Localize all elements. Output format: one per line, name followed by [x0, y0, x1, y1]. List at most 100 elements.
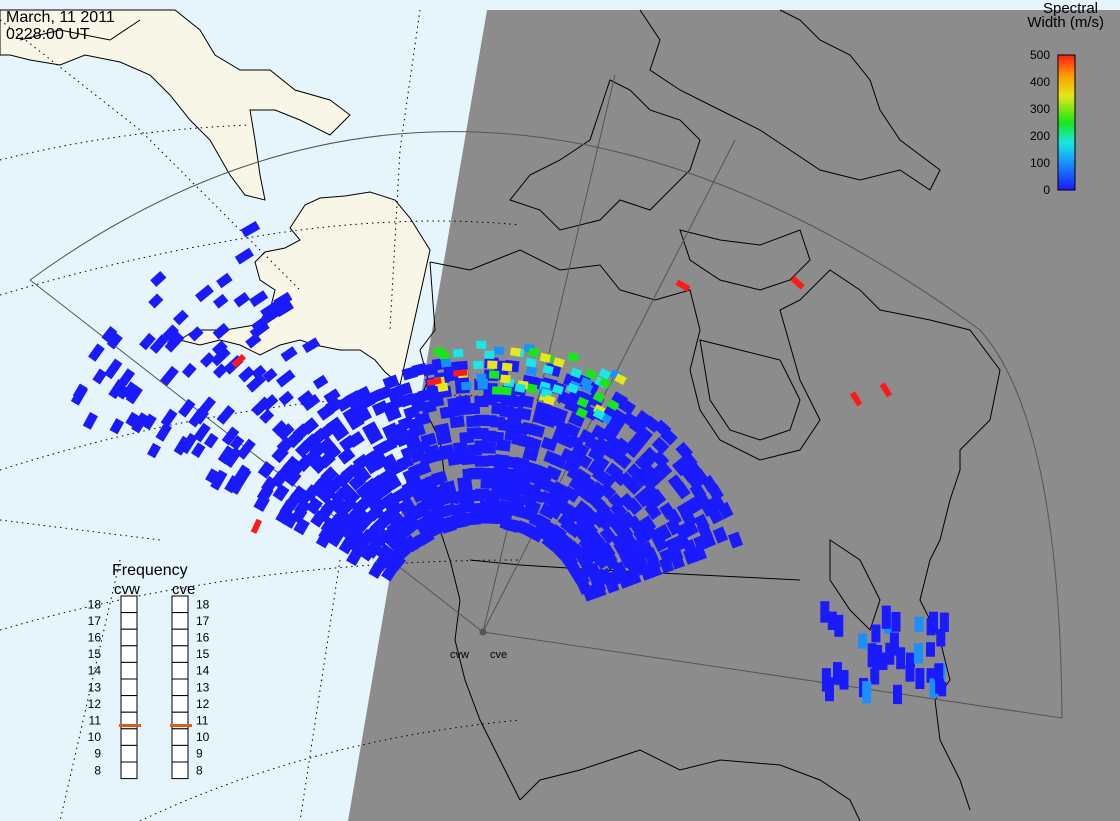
echo-cell	[568, 475, 587, 493]
echo-cell	[642, 446, 660, 465]
echo-cell	[879, 382, 893, 398]
echo-cell	[839, 670, 849, 690]
echo-cell	[368, 561, 385, 579]
echo-cell	[598, 368, 612, 380]
echo-cell	[282, 511, 299, 529]
frequency-scale-cell	[120, 645, 138, 663]
echo-cell	[339, 434, 357, 452]
echo-cell	[849, 391, 863, 407]
echo-cell	[371, 400, 390, 417]
echo-cell	[939, 612, 949, 633]
echo-cell	[82, 411, 98, 430]
frequency-tick-label: 17	[88, 614, 102, 628]
echo-cell	[253, 494, 270, 513]
echo-cell	[104, 358, 123, 380]
frequency-tick-label: 12	[88, 697, 102, 711]
echo-cell	[491, 402, 506, 415]
echo-cell	[514, 383, 526, 393]
echo-cell	[317, 486, 336, 504]
echo-cell	[331, 424, 350, 442]
echo-cell	[234, 247, 254, 265]
echo-cell	[790, 275, 805, 290]
echo-cell	[212, 293, 229, 309]
echo-cell	[926, 668, 936, 683]
echo-cell	[590, 481, 608, 499]
frequency-tick-label: 14	[196, 664, 210, 678]
echo-cell	[891, 611, 901, 632]
echo-cell	[426, 377, 442, 386]
echo-cell	[88, 343, 105, 362]
echo-cell	[178, 398, 196, 418]
echo-cell	[871, 654, 881, 670]
echo-cell	[402, 466, 420, 483]
echo-cell	[92, 368, 108, 385]
echo-cell	[150, 270, 167, 287]
echo-cell	[361, 421, 380, 438]
echo-cell	[501, 362, 513, 372]
echo-cell	[199, 352, 216, 368]
echo-cell	[125, 411, 140, 428]
echo-cell	[262, 367, 278, 383]
echo-cell	[651, 436, 670, 455]
frequency-scale-cell	[120, 661, 138, 680]
echo-cell	[162, 324, 179, 341]
echo-cell	[597, 567, 614, 586]
echo-cell	[337, 447, 356, 465]
echo-cell	[365, 428, 384, 445]
frequency-scale-cell	[171, 678, 189, 697]
echo-cell	[101, 326, 118, 343]
echo-cell	[438, 350, 451, 360]
echo-cell	[440, 358, 452, 368]
echo-cell	[473, 360, 484, 370]
frequency-scale-cell	[120, 695, 138, 713]
echo-cell	[543, 450, 561, 466]
echo-cell	[522, 447, 539, 462]
echo-cell	[275, 369, 296, 388]
echo-cell	[592, 391, 606, 404]
echo-cell	[297, 390, 315, 406]
echo-cell	[493, 346, 505, 355]
echo-cell	[191, 442, 206, 459]
echo-cell	[862, 681, 872, 704]
frequency-scale-cell	[171, 595, 189, 614]
echo-cell	[614, 373, 627, 386]
echo-cell	[833, 662, 842, 685]
echo-cell	[348, 473, 367, 491]
echo-cell	[557, 512, 576, 530]
echo-cell	[382, 422, 400, 439]
echo-cell	[447, 452, 463, 466]
colorbar-title-1: Spectral	[1043, 0, 1098, 17]
echo-cell	[249, 290, 269, 308]
echo-cell	[834, 614, 844, 637]
colorbar-tick-label: 0	[1043, 183, 1050, 197]
echo-cell	[212, 363, 228, 379]
echo-cell	[487, 360, 498, 369]
frequency-scale-cell	[120, 612, 138, 630]
echo-cell	[553, 357, 565, 368]
echo-cell	[878, 652, 888, 670]
echo-cell	[560, 447, 578, 464]
colorbar-title-2: Width (m/s)	[1027, 14, 1104, 31]
echo-cell	[584, 368, 598, 380]
echo-cell	[385, 532, 404, 551]
echo-cell	[484, 350, 495, 360]
colorbar-gradient	[1057, 54, 1076, 191]
echo-cell	[896, 647, 906, 670]
frequency-scale-cell	[171, 728, 189, 746]
echo-cell	[166, 331, 184, 349]
frequency-tick-label: 8	[196, 763, 203, 777]
frequency-scale-cell	[171, 761, 189, 780]
echo-cell	[628, 434, 647, 452]
echo-cell	[439, 405, 456, 419]
echo-cell	[525, 357, 537, 368]
echo-cell	[251, 396, 271, 417]
echo-cell	[221, 426, 240, 446]
echo-cell	[323, 388, 341, 404]
echo-cell	[461, 381, 472, 391]
echo-cell	[870, 668, 880, 685]
echo-cell	[665, 518, 683, 536]
echo-cell	[149, 334, 169, 354]
echo-cell	[257, 461, 275, 479]
echo-cell	[501, 386, 512, 396]
echo-cell	[885, 642, 895, 665]
